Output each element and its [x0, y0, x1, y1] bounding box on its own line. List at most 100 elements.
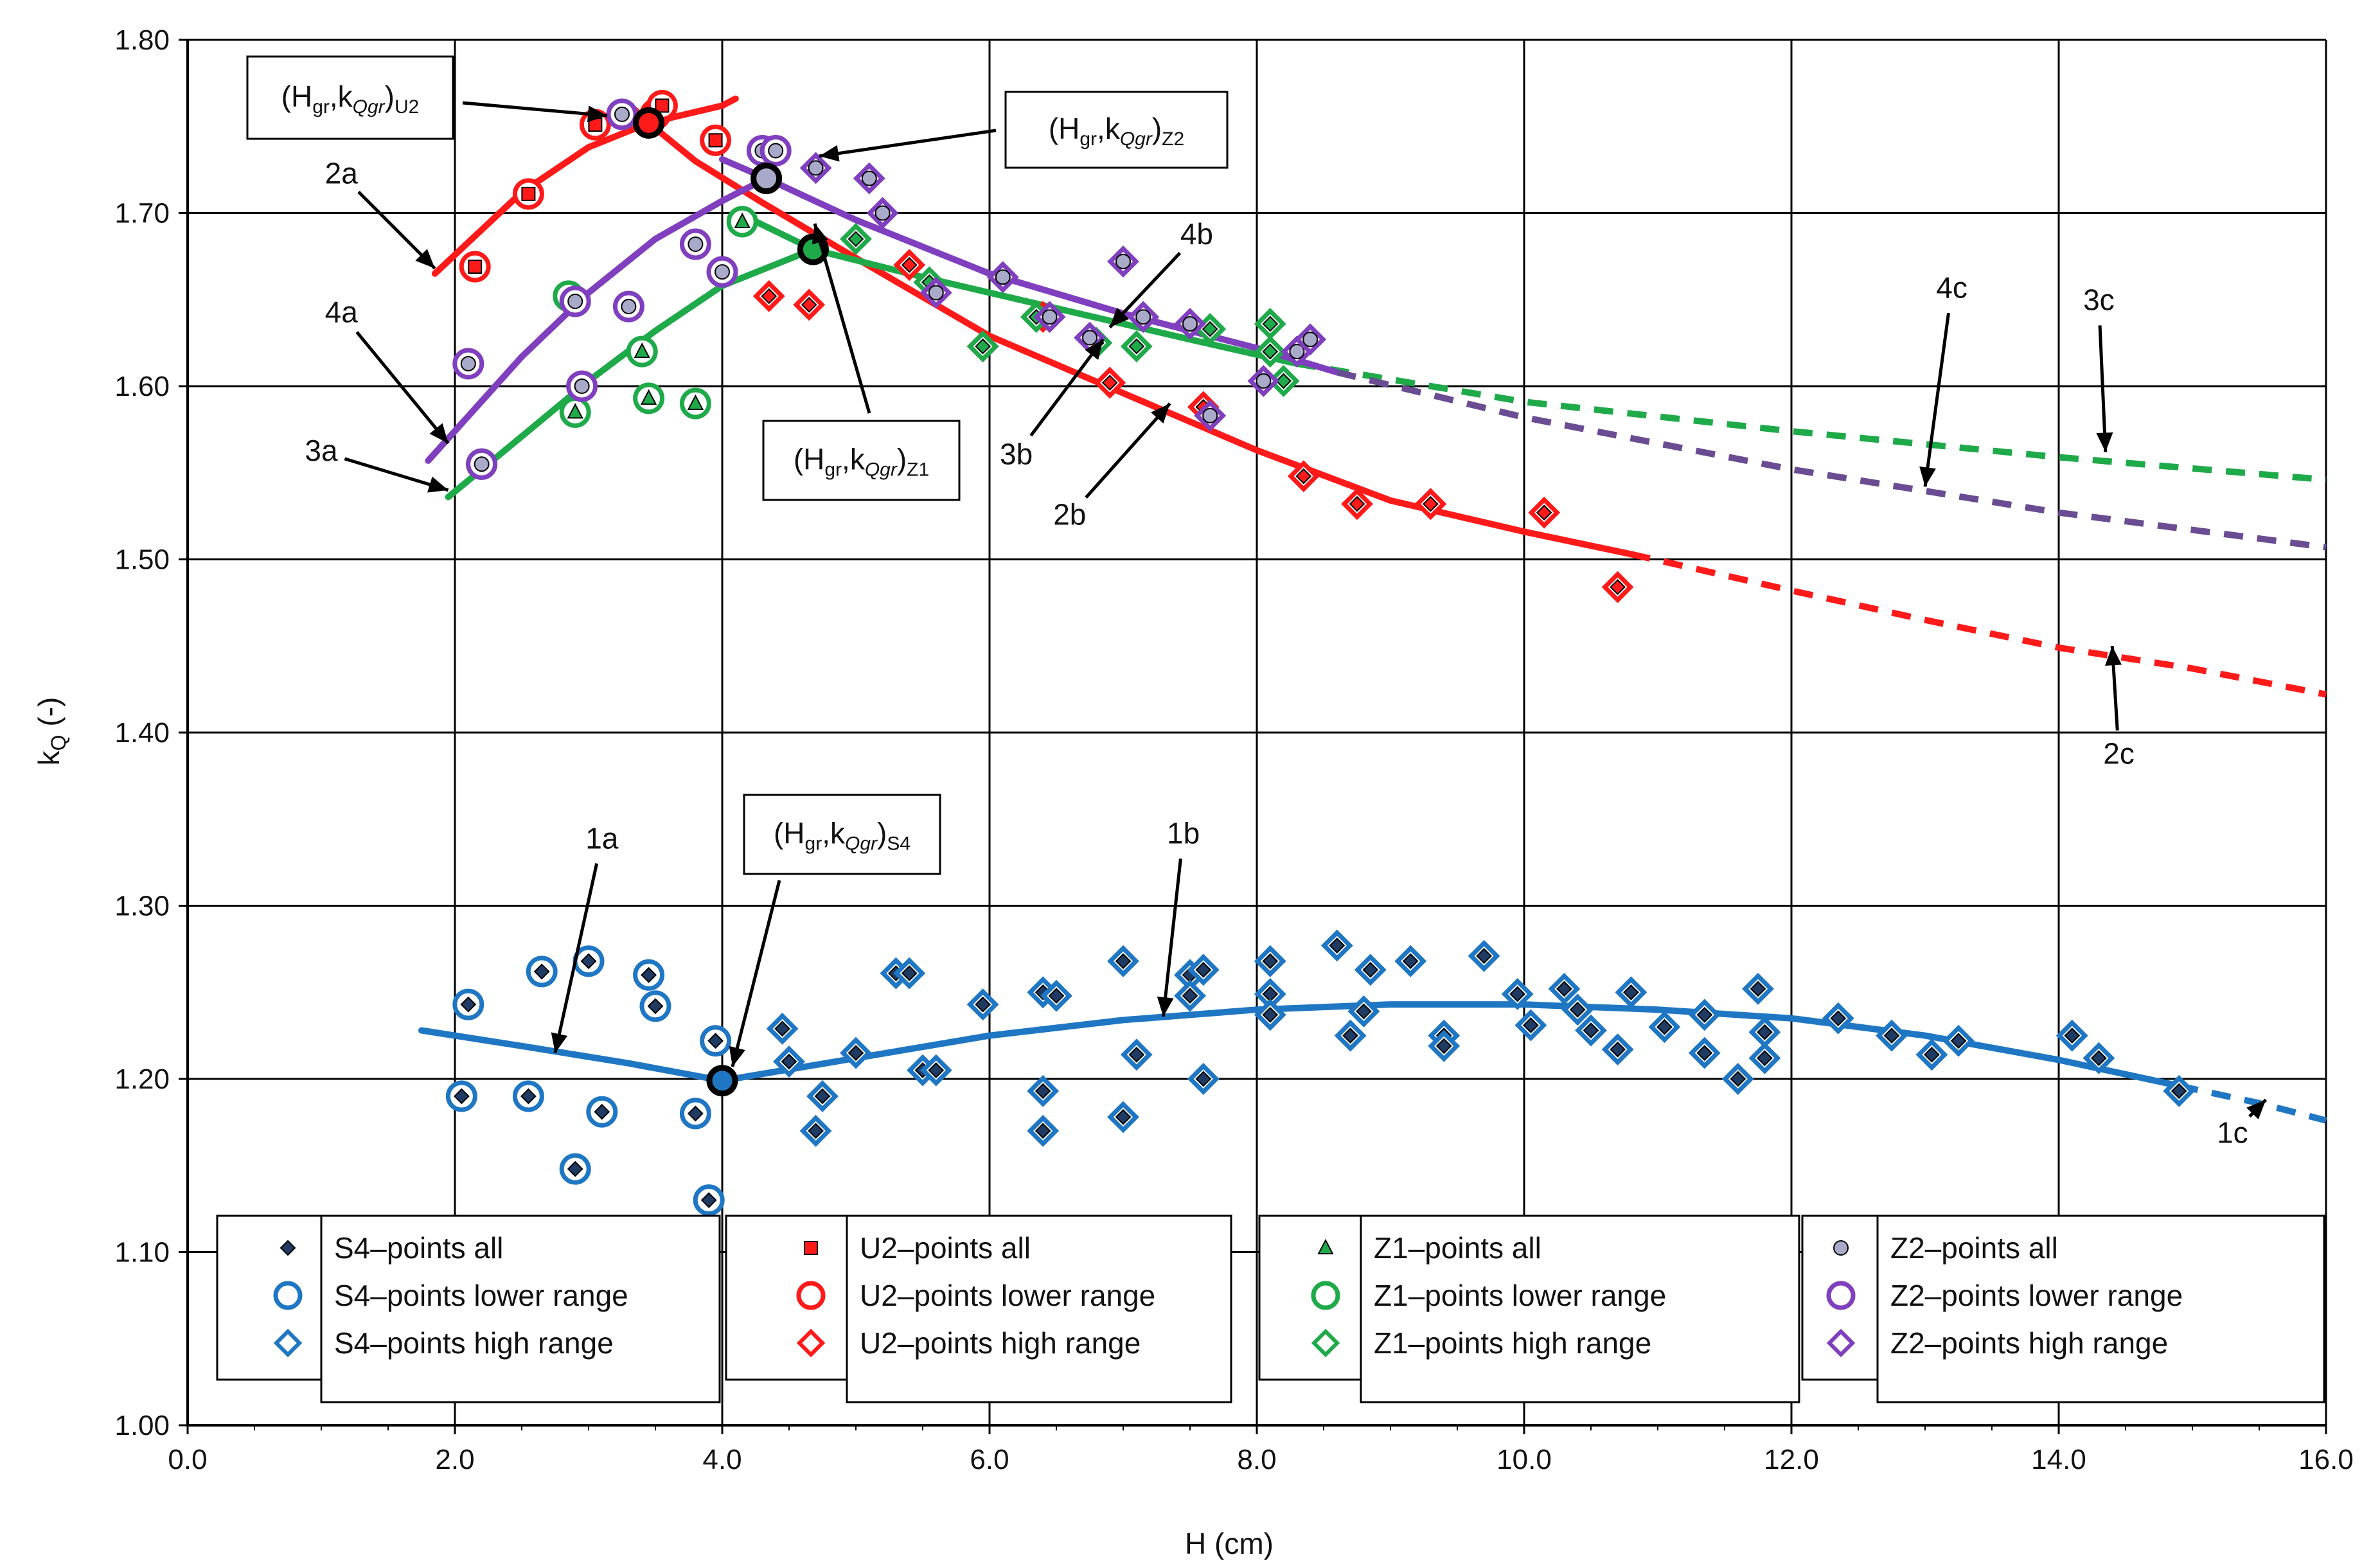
point-S4-inner — [848, 1045, 864, 1061]
callout-part: Qgr — [353, 96, 386, 118]
point-U2-inner — [901, 256, 918, 273]
point-S4-inner — [647, 998, 664, 1015]
critical-point-callouts: (Hgr,kQgr)U2(Hgr,kQgr)Z2(Hgr,kQgr)Z1(Hgr… — [246, 55, 1229, 1067]
callout-part: gr — [312, 96, 330, 118]
point-S4-inner — [1195, 961, 1212, 978]
curve-label-2c: 2c — [2103, 737, 2135, 770]
callout-part: ,k — [330, 80, 353, 113]
point-S4-inner — [460, 996, 477, 1013]
legend-marker-Z2-all — [1833, 1240, 1849, 1256]
callout-part: gr — [824, 459, 842, 481]
point-Z2-inner — [808, 160, 824, 176]
critical-point-U2 — [633, 107, 665, 139]
point-S4-inner — [1610, 1041, 1626, 1058]
arrow-4b-head — [1110, 307, 1130, 328]
callout-arrow-Z2-head — [819, 145, 840, 162]
arrow-3c-line — [2098, 325, 2108, 452]
callout-box-U2 — [246, 55, 454, 140]
y-tick-label: 1.60 — [114, 371, 170, 402]
legend-marker-Z1-all — [1317, 1238, 1334, 1254]
point-Z2-inner — [614, 106, 630, 122]
point-S4-inner — [1556, 981, 1572, 997]
y-tick-label: 1.20 — [114, 1063, 170, 1095]
point-S4-inner — [1329, 938, 1345, 954]
curve-label-3a: 3a — [305, 434, 338, 467]
legend-text-box-S4 — [320, 1215, 721, 1403]
legend: S4–points all S4–points lower range S4–poi… — [216, 1215, 2325, 1403]
point-Z2-inner — [861, 170, 877, 186]
x-tick-label: 14.0 — [2031, 1444, 2086, 1475]
point-S4-inner — [2090, 1050, 2107, 1067]
callout-arrow-S4-line — [731, 880, 781, 1067]
point-S4-inner — [1035, 1083, 1051, 1099]
point-S4-inner — [1756, 1050, 1773, 1067]
y-tick-label: 1.40 — [114, 717, 170, 749]
legend-marker-Z2-lower — [1826, 1281, 1856, 1310]
point-S4-inner — [580, 953, 597, 970]
arrow-1a-head — [551, 1032, 568, 1053]
point-U2-inner — [801, 296, 817, 313]
point-Z2-inner — [1115, 253, 1131, 269]
y-tick-label: 1.30 — [114, 891, 170, 922]
point-S4-inner — [1182, 988, 1198, 1004]
arrow-2a-head — [415, 249, 435, 269]
legend-text-box-Z1 — [1360, 1215, 1800, 1403]
callout-part: Qgr — [865, 459, 898, 481]
callout-part: ,k — [842, 443, 866, 476]
point-Z2-inner — [1289, 344, 1305, 360]
arrow-1b-head — [1157, 996, 1174, 1017]
y-tick-label: 1.50 — [114, 544, 170, 576]
point-U2-inner — [1101, 375, 1118, 391]
arrow-3c-head — [2096, 432, 2113, 452]
point-S4-inner — [1522, 1017, 1539, 1033]
callout-text-U2: (Hgr,kQgr)U2 — [281, 80, 420, 118]
legend-entry: Z1–points lower range — [1374, 1279, 1666, 1312]
point-Z2-inner — [460, 355, 476, 371]
point-Z2-inner — [688, 236, 704, 253]
point-S4-inner — [707, 1033, 724, 1049]
callout-box-Z2 — [1004, 91, 1229, 169]
callout-arrow-Z1-head — [812, 224, 828, 245]
point-S4-inner — [975, 996, 991, 1013]
fit-curve-4a — [425, 175, 770, 464]
point-S4-inner — [1435, 1038, 1452, 1054]
point-S4-inner — [1622, 984, 1639, 1001]
legend-entry: Z2–points lower range — [1890, 1279, 2183, 1312]
point-S4-inner — [453, 1088, 470, 1105]
legend-text-box-Z2 — [1876, 1215, 2325, 1403]
legend-entry: Z2–points all — [1890, 1231, 2058, 1265]
point-Z1-inner — [1202, 321, 1218, 337]
fit-curve-2a — [431, 95, 739, 277]
point-S4-inner — [1750, 981, 1766, 997]
point-S4-inner — [1355, 1003, 1372, 1020]
legend-marker-box-U2 — [725, 1215, 857, 1381]
callout-part: Z2 — [1162, 129, 1184, 150]
arrow-1a-line — [553, 863, 599, 1054]
arrow-3b-line — [1029, 338, 1105, 437]
curve-label-2b: 2b — [1053, 498, 1086, 531]
point-Z1-inner — [567, 403, 583, 419]
curve-label-1b: 1b — [1167, 816, 1200, 850]
point-U2-inner — [1295, 468, 1312, 485]
legend-marker-U2-high — [796, 1328, 826, 1358]
legend-marker-Z1-lower — [1311, 1281, 1340, 1310]
point-Z2-inner — [474, 456, 490, 472]
legend-entry: U2–points lower range — [860, 1279, 1155, 1312]
legend-entry: S4–points lower range — [334, 1279, 628, 1312]
x-tick-label: 2.0 — [435, 1444, 474, 1475]
point-U2-inner — [1349, 495, 1365, 512]
callout-part: Qgr — [1120, 129, 1153, 150]
svg-text:kQ (-): kQ (-) — [32, 697, 70, 766]
x-tick-label: 6.0 — [970, 1444, 1009, 1475]
annotations: 2a 4a 3a 1a 1b 1c 4b 3b 2b 4c 3c 2c — [305, 157, 2268, 1150]
x-tick-label: 16.0 — [2298, 1444, 2354, 1475]
legend-entry: S4–points all — [334, 1231, 503, 1265]
point-Z2-inner — [1082, 330, 1097, 346]
point-Z2-inner — [928, 285, 944, 301]
point-Z2-inner — [1135, 309, 1151, 325]
callout-text-S4: (Hgr,kQgr)S4 — [774, 817, 910, 855]
callout-box-S4 — [743, 794, 941, 875]
point-S4-inner — [1583, 1022, 1599, 1038]
point-Z2-inner — [1256, 373, 1272, 389]
x-axis-title: H (cm) — [1185, 1527, 1274, 1560]
